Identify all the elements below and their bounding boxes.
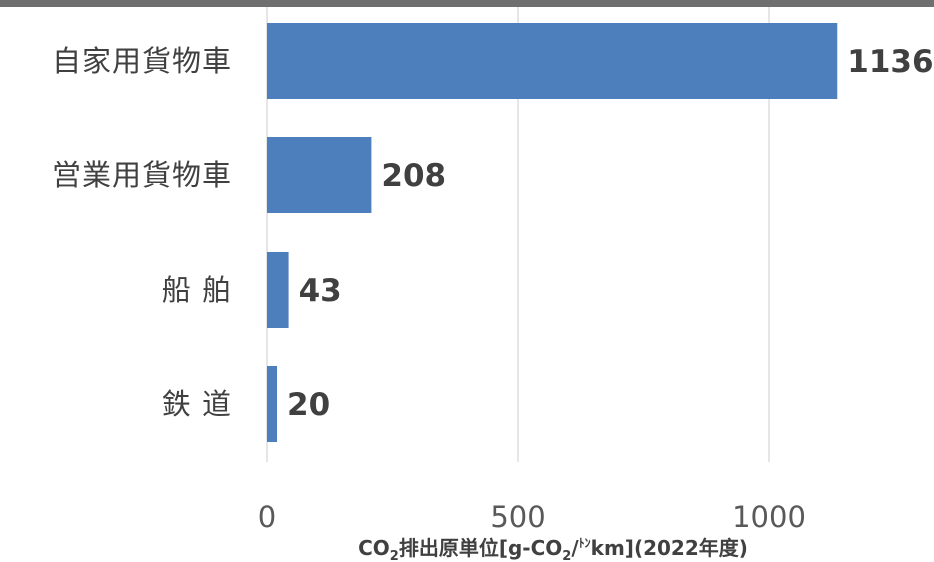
data-label-0: 1136 bbox=[847, 44, 933, 80]
x-axis-title-subscript: 2 bbox=[390, 549, 399, 562]
data-label-1: 208 bbox=[381, 158, 446, 194]
x-axis-title-prefix: CO bbox=[358, 536, 390, 560]
category-label-2: 船 舶 bbox=[162, 273, 232, 307]
category-label-3: 鉄 道 bbox=[162, 387, 232, 421]
bar-0 bbox=[267, 23, 838, 99]
top-border-band bbox=[0, 0, 934, 7]
bar-3 bbox=[267, 366, 278, 442]
x-tick-label-0: 0 bbox=[258, 500, 276, 534]
category-label-0: 自家用貨物車 bbox=[52, 44, 232, 78]
x-tick-label-2: 1000 bbox=[732, 500, 806, 534]
x-axis-title-middle: 排出原単位[g-CO bbox=[399, 536, 562, 560]
x-axis-title-slash: / bbox=[571, 536, 579, 560]
data-label-3: 20 bbox=[287, 387, 330, 423]
category-label-1: 営業用貨物車 bbox=[52, 158, 232, 192]
data-labels: 1136 208 43 20 bbox=[287, 44, 934, 423]
x-axis-title-suffix: km](2022年度) bbox=[591, 536, 748, 560]
bars bbox=[267, 23, 838, 442]
x-tick-label-1: 500 bbox=[490, 500, 545, 534]
x-axis-title-subscript-2: 2 bbox=[562, 549, 571, 562]
bar-2 bbox=[267, 252, 289, 328]
bar-1 bbox=[267, 137, 372, 213]
x-axis-title-superscript: ﾄﾝ bbox=[579, 536, 591, 550]
data-label-2: 43 bbox=[299, 273, 342, 309]
x-axis-title: CO2排出原単位[g-CO2/ﾄﾝkm](2022年度) bbox=[358, 536, 748, 562]
x-tick-labels: 0 500 1000 bbox=[258, 500, 806, 534]
